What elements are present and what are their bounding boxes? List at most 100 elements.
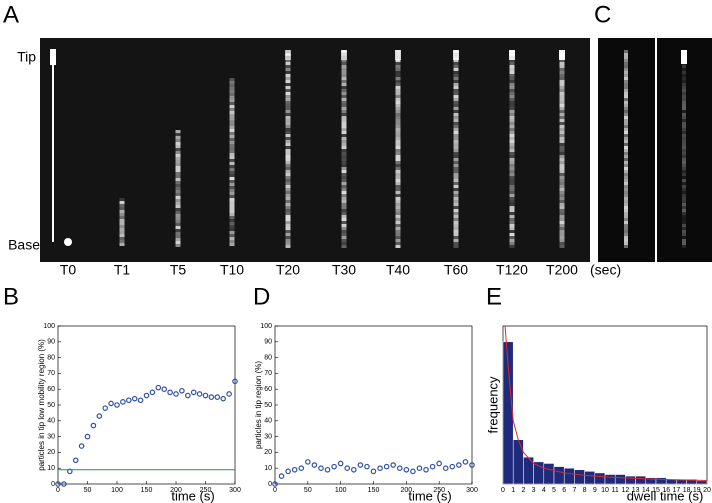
point: [331, 463, 337, 470]
spot: [119, 198, 125, 201]
spot: [175, 136, 181, 139]
spot: [624, 239, 628, 242]
spot: [341, 92, 347, 95]
spot: [229, 141, 235, 144]
spot: [559, 80, 565, 83]
spot: [229, 204, 235, 207]
spot: [509, 62, 515, 65]
spot: [624, 212, 628, 215]
spot: [559, 119, 565, 122]
spot: [341, 131, 347, 134]
point: [442, 465, 449, 472]
spot: [341, 89, 347, 92]
spot: [624, 146, 628, 149]
spot: [395, 245, 401, 248]
point: [429, 463, 436, 470]
spot: [624, 107, 628, 110]
spot: [624, 236, 628, 239]
point: [350, 466, 357, 473]
spot: [453, 191, 459, 194]
spot: [229, 90, 235, 93]
spot: [119, 216, 125, 219]
spot: [341, 179, 347, 182]
spot: [682, 224, 686, 227]
bar: [625, 475, 636, 485]
microscopy-image: [40, 38, 590, 262]
spot: [509, 149, 515, 152]
point: [226, 391, 232, 397]
spot: [285, 140, 291, 143]
spot: [395, 80, 401, 83]
spot: [285, 164, 291, 167]
spot: [285, 83, 291, 86]
spot: [395, 101, 401, 104]
spot: [682, 152, 686, 155]
spot: [453, 218, 459, 221]
spot: [509, 104, 515, 107]
spot: [341, 98, 347, 101]
spot: [175, 190, 181, 193]
spot: [559, 242, 565, 245]
spot: [175, 184, 181, 187]
spot: [341, 95, 347, 98]
spot: [395, 59, 401, 62]
point: [173, 391, 179, 397]
spot: [395, 92, 401, 95]
spot: [624, 116, 628, 119]
spot: [624, 53, 628, 56]
x-tick-label: 200: [400, 487, 412, 494]
x-tick-label: 18: [683, 487, 691, 494]
spot: [229, 87, 235, 90]
spot: [559, 86, 565, 89]
y-tick-label: 70: [264, 370, 272, 377]
spot: [624, 155, 628, 158]
spot: [395, 194, 401, 197]
y-tick-label: 80: [264, 354, 272, 361]
bar: [574, 469, 585, 485]
point: [403, 466, 410, 473]
spot: [341, 224, 347, 227]
y-axis-label: particles in tip region (%): [254, 361, 263, 449]
spot: [682, 116, 686, 119]
spot: [624, 188, 628, 191]
spot: [395, 119, 401, 122]
plot-frame: [57, 325, 236, 485]
spot: [559, 128, 565, 131]
spot: [119, 228, 125, 231]
y-tick-label: 10: [264, 465, 272, 472]
spot: [559, 233, 565, 236]
spot: [682, 212, 686, 215]
spot: [395, 137, 401, 140]
spot: [395, 116, 401, 119]
spot: [175, 211, 181, 214]
x-tick-label: 20: [703, 487, 711, 494]
spot: [559, 173, 565, 176]
spot: [559, 74, 565, 77]
spot: [559, 50, 565, 60]
spot: [682, 161, 686, 164]
spot: [229, 108, 235, 111]
spot: [624, 140, 628, 143]
spot: [559, 110, 565, 113]
spot: [453, 152, 459, 155]
spot: [285, 245, 291, 248]
spot: [509, 191, 515, 194]
spot: [395, 74, 401, 77]
time-label: T30: [332, 262, 356, 278]
point: [208, 394, 215, 400]
spot: [229, 198, 235, 201]
spot: [395, 236, 401, 239]
spot: [341, 107, 347, 110]
spot: [119, 207, 125, 210]
spot: [395, 170, 401, 173]
spot: [229, 186, 235, 189]
spot: [285, 161, 291, 164]
point: [311, 462, 318, 468]
spot: [453, 98, 459, 101]
spot: [285, 170, 291, 173]
plot-frame: [274, 325, 473, 485]
spot: [682, 68, 686, 71]
spot: [453, 242, 459, 245]
spot: [341, 122, 347, 125]
spot: [395, 212, 401, 215]
